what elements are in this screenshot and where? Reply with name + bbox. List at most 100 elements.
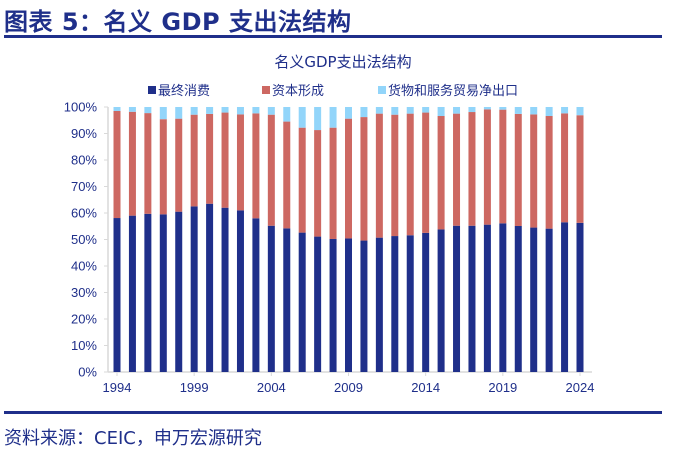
bar-segment-capital-formation (206, 113, 214, 204)
bar-segment-consumption (252, 218, 260, 372)
bar-segment-consumption (483, 224, 491, 372)
gdp-expenditure-chart: 名义GDP支出法结构 最终消费 资本形成 货物和服务贸易净出口 0% 10% 20% 30… (64, 53, 595, 395)
bar-stack-2010 (360, 107, 368, 372)
bar-segment-consumption (561, 222, 569, 372)
x-axis: 1994 1999 2004 2009 2014 2019 2024 (103, 371, 594, 395)
bar-stack-2002 (236, 107, 244, 372)
bar-segment-net-exports (422, 107, 430, 113)
bar-segment-consumption (514, 225, 522, 372)
bar-stack-2005 (283, 107, 291, 372)
bar-segment-consumption (159, 214, 167, 372)
bar-stack-2019 (499, 107, 507, 372)
bar-segment-consumption (267, 225, 275, 372)
bar-segment-net-exports (175, 107, 183, 119)
bar-segment-consumption (236, 210, 244, 372)
bar-segment-net-exports (545, 107, 553, 117)
bar-segment-capital-formation (576, 115, 584, 223)
bar-stack-1994 (113, 107, 121, 372)
bar-segment-net-exports (561, 107, 569, 114)
bar-segment-net-exports (314, 107, 322, 131)
bar-stack-2024 (576, 107, 584, 372)
legend-item: 货物和服务贸易净出口 (378, 83, 518, 99)
bar-segment-capital-formation (190, 114, 198, 207)
y-tick-label: 80% (71, 153, 97, 168)
bar-segment-net-exports (360, 107, 368, 118)
bar-segment-consumption (206, 203, 214, 372)
bar-segment-consumption (545, 228, 553, 372)
y-tick-label: 40% (71, 259, 97, 274)
bar-segment-net-exports (206, 107, 214, 114)
bar-segment-net-exports (190, 107, 198, 115)
bar-stack-2016 (453, 107, 461, 372)
bar-segment-net-exports (453, 107, 461, 114)
y-tick-label: 90% (71, 126, 97, 141)
bar-stack-1999 (190, 107, 198, 372)
bar-segment-consumption (530, 227, 538, 372)
bar-segment-net-exports (113, 107, 121, 111)
source-note: 资料来源：CEIC，申万宏源研究 (4, 428, 262, 449)
bar-segment-net-exports (128, 107, 136, 112)
footer-divider (4, 411, 662, 414)
bar-segment-capital-formation (468, 112, 476, 226)
bar-stack-2017 (468, 107, 476, 372)
bar-segment-net-exports (483, 107, 491, 110)
bar-segment-net-exports (144, 107, 152, 114)
bar-segment-net-exports (345, 107, 352, 119)
x-tick-label: 2014 (411, 380, 440, 395)
bar-stack-2003 (252, 107, 260, 372)
bar-segment-capital-formation (113, 110, 121, 219)
y-tick-label: 70% (71, 179, 97, 194)
bar-segment-net-exports (468, 107, 476, 113)
bar-stack-2000 (206, 107, 214, 372)
x-tick-label: 2009 (334, 380, 363, 395)
bar-segment-capital-formation (128, 111, 136, 216)
bar-segment-capital-formation (267, 114, 275, 226)
bar-segment-consumption (453, 225, 461, 372)
bar-segment-capital-formation (221, 112, 229, 208)
bar-stack-1996 (144, 107, 152, 372)
bar-segment-capital-formation (545, 116, 553, 229)
bar-segment-consumption (406, 235, 414, 372)
y-tick-label: 100% (64, 100, 98, 115)
bar-segment-capital-formation (329, 127, 337, 239)
bar-segment-capital-formation (453, 113, 461, 226)
bar-segment-net-exports (406, 107, 414, 114)
bar-segment-net-exports (252, 107, 260, 114)
bar-segment-net-exports (530, 107, 538, 115)
bar-stack-2004 (267, 107, 275, 372)
bar-stack-2008 (329, 107, 337, 372)
bar-stack-2020 (514, 107, 522, 372)
bar-segment-capital-formation (375, 113, 383, 238)
bar-segment-consumption (576, 222, 584, 372)
y-tick-label: 60% (71, 206, 97, 221)
bar-stack-1998 (175, 107, 183, 372)
bar-segment-consumption (345, 238, 352, 372)
bar-segment-capital-formation (406, 113, 414, 236)
bar-segment-capital-formation (283, 121, 291, 229)
title-divider (4, 35, 662, 38)
legend-label: 最终消费 (158, 83, 210, 99)
bar-segment-capital-formation (561, 113, 569, 223)
y-tick-label: 10% (71, 338, 97, 353)
bar-segment-capital-formation (437, 116, 445, 230)
bar-segment-consumption (437, 229, 445, 372)
bar-segment-consumption (468, 225, 476, 372)
bar-segment-net-exports (329, 107, 337, 128)
x-tick-label: 1999 (180, 380, 209, 395)
bar-stack-1995 (128, 107, 136, 372)
bar-stack-2018 (483, 107, 491, 372)
bar-segment-net-exports (514, 107, 522, 114)
bar-segment-consumption (283, 228, 291, 372)
bar-segment-net-exports (159, 107, 167, 120)
bar-segment-consumption (314, 236, 322, 372)
bar-segment-capital-formation (422, 112, 430, 233)
bar-segment-consumption (190, 206, 198, 372)
bar-segment-capital-formation (530, 114, 538, 228)
y-tick-label: 30% (71, 285, 97, 300)
x-tick-label: 2019 (488, 380, 517, 395)
bar-stack-2006 (298, 107, 306, 372)
bar-segment-capital-formation (159, 119, 167, 215)
bar-segment-consumption (499, 223, 507, 372)
bar-segment-net-exports (298, 107, 306, 128)
bar-stack-2015 (437, 107, 445, 372)
